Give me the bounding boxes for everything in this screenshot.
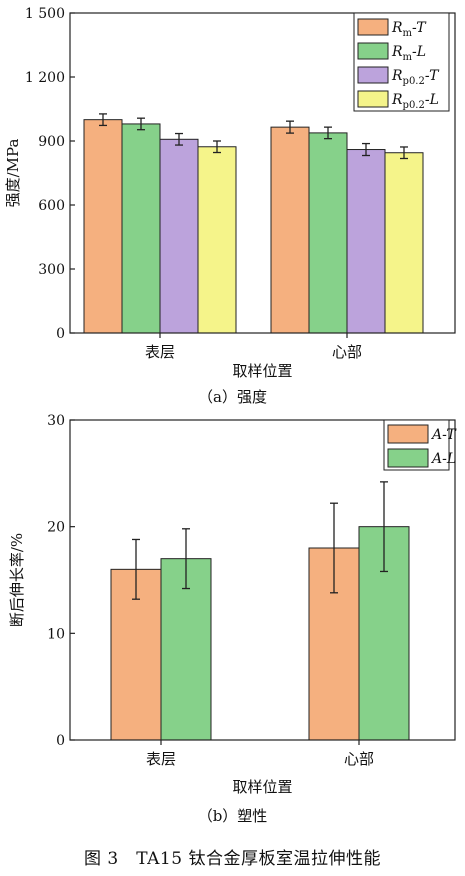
legend-label-a-1: Rm-L xyxy=(391,44,426,63)
legend-swatch-a-0 xyxy=(357,18,389,36)
legend-swatch-a-2 xyxy=(357,66,389,84)
ytick-label-b-0: 0 xyxy=(56,733,65,749)
ytick-label-a-5: 1 500 xyxy=(25,6,65,22)
legend-swatch-a-1 xyxy=(357,42,389,60)
bar-a-s2-c0 xyxy=(159,138,199,334)
ytick-label-b-1: 10 xyxy=(47,626,65,642)
plot-frame-a xyxy=(69,12,456,334)
legend-label-b-1: A-L xyxy=(430,451,456,467)
bar-a-s0-c1 xyxy=(270,126,310,334)
ytick-label-a-1: 300 xyxy=(38,262,65,278)
caption-a: （a）强度 xyxy=(198,388,267,406)
ytick-label-a-0: 0 xyxy=(56,326,65,342)
bar-a-s0-c0 xyxy=(83,119,123,334)
bar-a-s3-c0 xyxy=(197,146,237,334)
x-axis-label-b: 取样位置 xyxy=(232,778,292,796)
plot-frame-b xyxy=(69,419,456,741)
ytick-label-a-3: 900 xyxy=(38,134,65,150)
legend-label-a-0: Rm-T xyxy=(391,20,427,39)
legend-swatch-b-0 xyxy=(387,424,429,444)
legend-label-b-0: A-T xyxy=(430,427,457,443)
x-axis-label-a: 取样位置 xyxy=(232,362,292,380)
legend-label-a-2: Rp0.2-T xyxy=(391,68,440,87)
xtick-label-a-1: 心部 xyxy=(332,343,362,361)
ytick-label-b-2: 20 xyxy=(47,520,65,536)
xtick-label-b-1: 心部 xyxy=(344,750,374,768)
legend-swatch-b-1 xyxy=(387,448,429,468)
figure-caption: 图 3 TA15 钛合金厚板室温拉伸性能 xyxy=(84,849,381,869)
ytick-label-b-3: 30 xyxy=(47,413,65,429)
xtick-label-b-0: 表层 xyxy=(146,750,176,768)
bar-a-s2-c1 xyxy=(346,149,386,334)
ytick-label-a-4: 1 200 xyxy=(25,70,65,86)
ytick-label-a-2: 600 xyxy=(38,198,65,214)
legend-swatch-a-3 xyxy=(357,90,389,108)
y-axis-label-b: 断后伸长率/% xyxy=(8,533,26,627)
y-axis-label-a: 强度/MPa xyxy=(4,139,22,208)
bar-a-s3-c1 xyxy=(384,152,424,334)
xtick-label-a-0: 表层 xyxy=(145,343,175,361)
caption-b: （b）塑性 xyxy=(197,807,268,825)
bar-a-s1-c0 xyxy=(121,123,161,334)
legend-label-a-3: Rp0.2-L xyxy=(391,92,439,111)
bar-a-s1-c1 xyxy=(308,132,348,334)
